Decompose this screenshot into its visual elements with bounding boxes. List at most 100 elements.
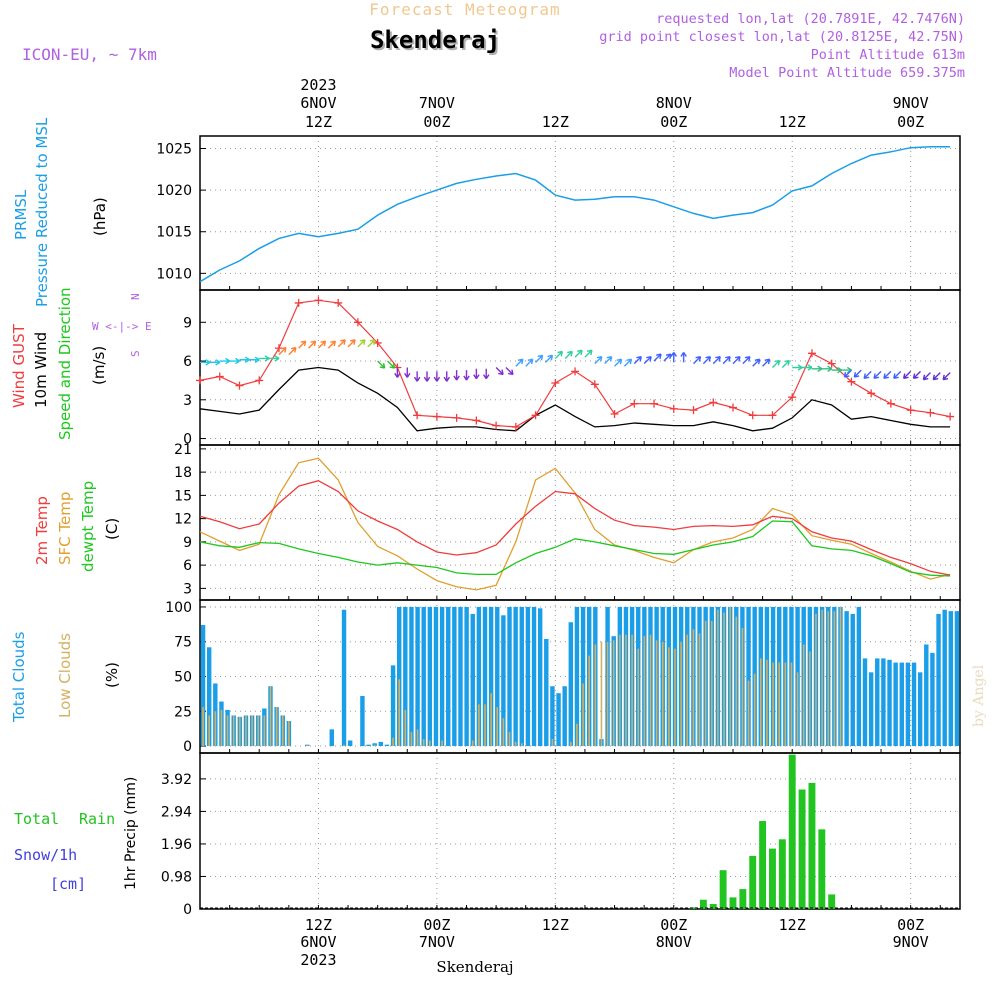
series-line-wind-gust bbox=[199, 299, 951, 428]
bar-low-clouds bbox=[766, 659, 768, 747]
bar-low-clouds bbox=[717, 609, 719, 747]
y-tick-label: 6 bbox=[183, 558, 192, 574]
bar-low-clouds bbox=[802, 644, 805, 747]
gust-marker bbox=[906, 406, 915, 415]
bar-total-clouds bbox=[403, 606, 408, 747]
bar-low-clouds bbox=[208, 715, 210, 747]
bar-precip bbox=[709, 904, 717, 909]
bar-total-clouds bbox=[948, 611, 954, 747]
bar-low-clouds bbox=[245, 715, 247, 747]
gust-marker bbox=[926, 408, 935, 417]
wind-direction-arrow bbox=[802, 364, 813, 371]
wind-direction-arrow bbox=[564, 350, 573, 359]
series-line-dewpt-temp bbox=[199, 520, 951, 577]
gust-marker bbox=[353, 318, 362, 327]
bar-low-clouds bbox=[710, 620, 713, 747]
bar-total-clouds bbox=[537, 608, 543, 747]
bar-low-clouds bbox=[398, 679, 400, 747]
time-label-bottom: 12Z bbox=[779, 916, 806, 934]
bar-total-clouds bbox=[366, 744, 371, 747]
bar-low-clouds bbox=[784, 662, 787, 747]
wind-direction-arrow bbox=[249, 356, 260, 364]
bar-total-clouds bbox=[568, 622, 574, 747]
gust-marker bbox=[511, 422, 520, 431]
panel-frame bbox=[199, 135, 961, 291]
gust-marker bbox=[748, 411, 757, 420]
gust-marker bbox=[531, 411, 540, 420]
bar-precip bbox=[719, 870, 727, 909]
y-tick-label: 21 bbox=[174, 442, 192, 458]
wind-direction-arrow bbox=[792, 364, 803, 371]
gust-marker bbox=[215, 372, 224, 381]
bar-low-clouds bbox=[263, 715, 266, 747]
time-label-bottom: 12Z bbox=[305, 916, 332, 934]
wind-direction-arrow bbox=[278, 346, 287, 356]
bar-total-clouds bbox=[942, 609, 947, 747]
bar-low-clouds bbox=[496, 707, 499, 747]
y-tick-label: 1020 bbox=[156, 183, 192, 199]
wind-direction-arrow bbox=[932, 372, 941, 381]
wind-direction-arrow bbox=[495, 367, 504, 376]
gust-marker bbox=[373, 338, 382, 347]
bar-total-clouds bbox=[856, 606, 862, 747]
bar-low-clouds bbox=[478, 704, 480, 747]
pressure-label-prmsl: PRMSL bbox=[12, 189, 30, 240]
gust-marker bbox=[886, 399, 895, 408]
time-label-top: 00Z bbox=[423, 113, 450, 131]
compass-west-east: W <-|-> E bbox=[92, 320, 152, 333]
y-tick-label: 12 bbox=[174, 512, 192, 528]
time-label-bottom: 8NOV bbox=[656, 933, 692, 951]
bar-low-clouds bbox=[520, 743, 523, 747]
time-label-top: 12Z bbox=[779, 113, 806, 131]
bar-total-clouds bbox=[525, 606, 531, 747]
bar-total-clouds bbox=[347, 740, 353, 747]
bar-precip bbox=[778, 839, 786, 909]
bar-low-clouds bbox=[570, 741, 572, 747]
time-label-bottom: 12Z bbox=[542, 916, 569, 934]
footer-location: Skenderaj bbox=[436, 958, 513, 976]
point-altitude: Point Altitude 613m bbox=[811, 47, 965, 63]
bar-total-clouds bbox=[881, 658, 886, 747]
wind-direction-arrow bbox=[574, 349, 583, 358]
bar-total-clouds bbox=[875, 658, 880, 747]
wind-gust-label: Wind GUST bbox=[10, 323, 28, 408]
wind-direction-arrow bbox=[752, 358, 761, 367]
gust-marker bbox=[788, 393, 797, 402]
bar-low-clouds bbox=[392, 737, 394, 747]
bar-total-clouds bbox=[341, 609, 347, 747]
bar-low-clouds bbox=[410, 732, 413, 747]
wind-direction-label: Speed and Direction bbox=[56, 287, 74, 440]
gust-marker bbox=[630, 399, 639, 408]
bar-precip bbox=[808, 782, 816, 909]
bar-low-clouds bbox=[637, 648, 640, 747]
gust-marker bbox=[827, 359, 836, 368]
bar-low-clouds bbox=[760, 658, 762, 747]
bar-low-clouds bbox=[735, 616, 738, 747]
bar-total-clouds bbox=[501, 615, 506, 747]
precip-rain-label: Rain bbox=[79, 810, 115, 828]
bar-total-clouds bbox=[519, 606, 524, 747]
wind-panel: 0 3 6 9 bbox=[183, 289, 961, 448]
bar-low-clouds bbox=[576, 723, 578, 747]
y-tick-label: 1.96 bbox=[161, 837, 192, 853]
wind-direction-arrow bbox=[594, 355, 603, 365]
pressure-label-msl: Pressure Reduced to MSL bbox=[33, 117, 51, 307]
gust-marker bbox=[413, 411, 422, 420]
wind-direction-arrow bbox=[883, 370, 892, 380]
model-altitude: Model Point Altitude 659.375m bbox=[729, 65, 965, 81]
clouds-unit: (%) bbox=[103, 662, 121, 688]
bar-low-clouds bbox=[588, 655, 590, 747]
bar-low-clouds bbox=[281, 715, 284, 747]
bar-low-clouds bbox=[441, 740, 443, 747]
y-tick-label: 18 bbox=[174, 465, 192, 481]
time-label-top: 6NOV bbox=[300, 94, 336, 112]
panel-frame bbox=[199, 444, 961, 601]
wind-direction-arrow bbox=[433, 371, 441, 382]
bar-low-clouds bbox=[833, 611, 836, 747]
bar-total-clouds bbox=[409, 606, 414, 747]
bar-low-clouds bbox=[790, 662, 793, 747]
wind-direction-arrow bbox=[413, 371, 421, 382]
gust-marker bbox=[650, 399, 659, 408]
bar-total-clouds bbox=[844, 611, 849, 747]
